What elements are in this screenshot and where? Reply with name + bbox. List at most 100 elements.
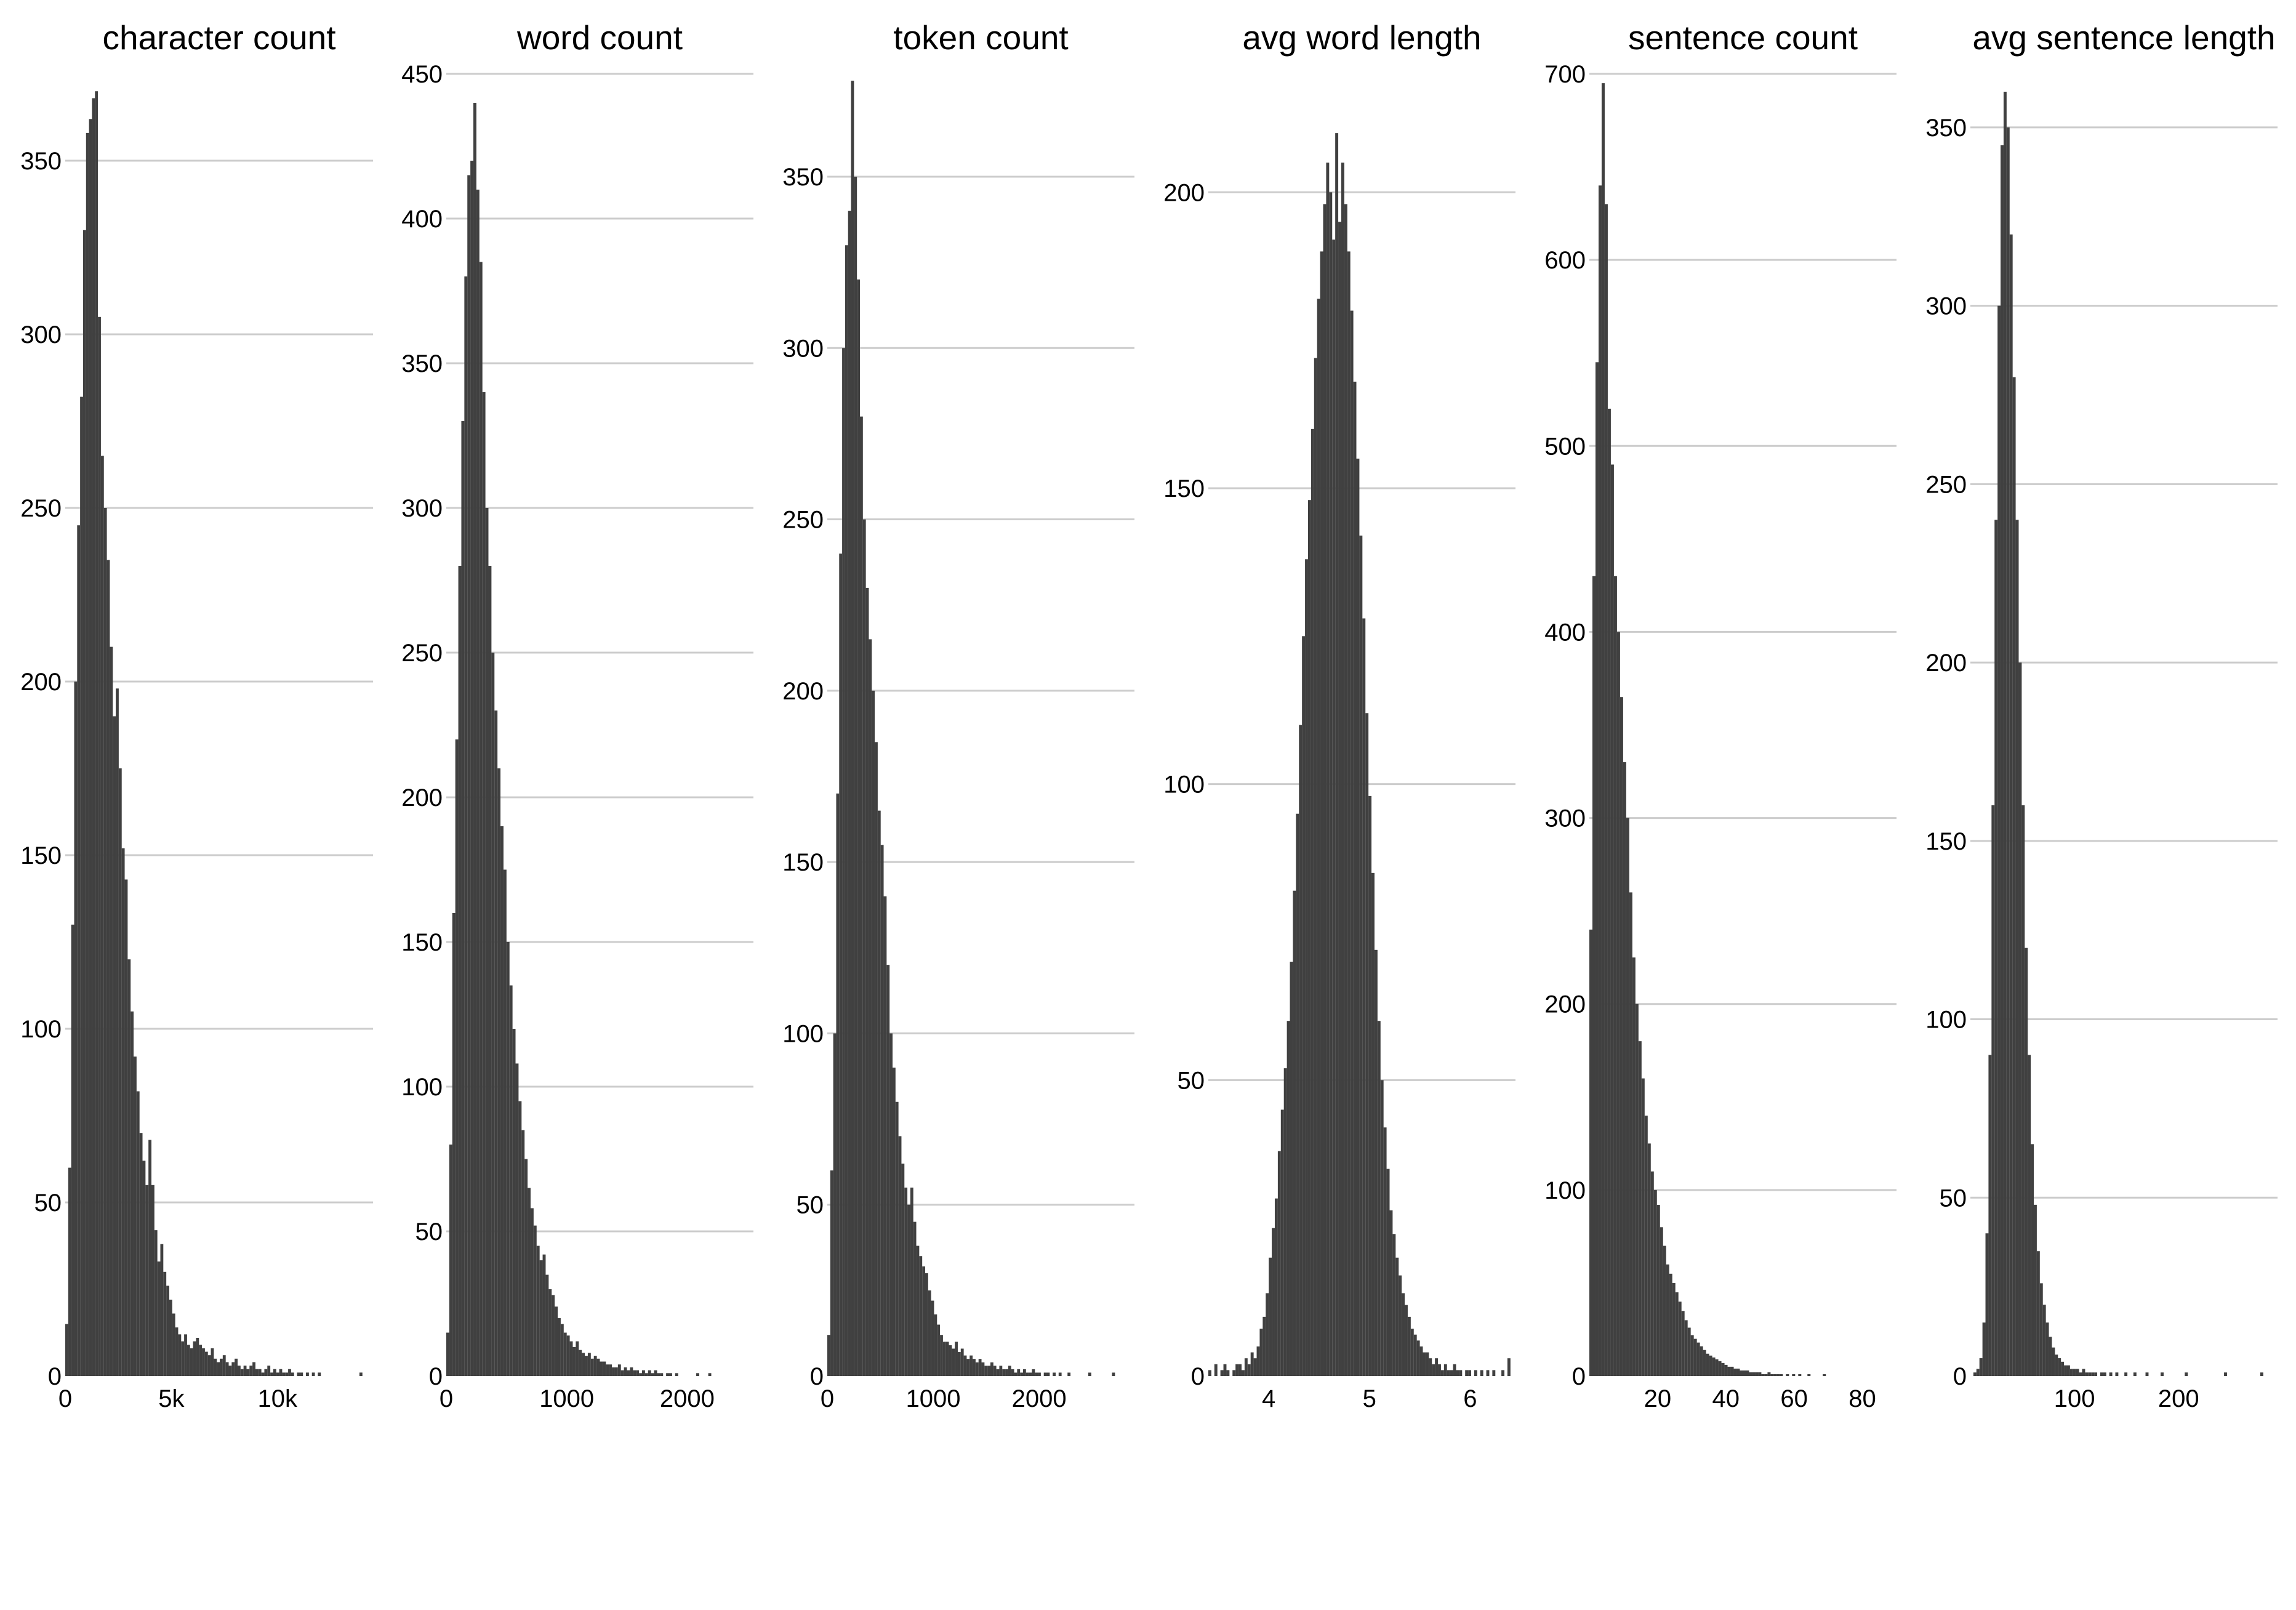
histogram-bar (160, 1244, 164, 1376)
histogram-bar (231, 1362, 235, 1376)
y-tick-label: 250 (20, 495, 62, 522)
histogram-bar (1410, 1329, 1414, 1376)
histogram-bar (1305, 559, 1308, 1377)
histogram-bar (2094, 1372, 2098, 1376)
histogram-bar (1269, 1257, 1272, 1376)
histogram-bar (2115, 1372, 2119, 1376)
histogram-bar (524, 1159, 528, 1376)
histogram-bar (1326, 163, 1330, 1376)
histogram-bar (455, 739, 459, 1376)
histogram-bar (1592, 576, 1596, 1377)
histogram-bar (1629, 892, 1632, 1376)
histogram-bar (1399, 1275, 1402, 1376)
histogram-bar (579, 1350, 582, 1376)
histogram-bar (859, 416, 863, 1377)
histogram-bar (116, 688, 119, 1376)
histogram-bar (288, 1369, 291, 1376)
histogram-bar (491, 653, 495, 1376)
histogram-bar (1293, 890, 1296, 1376)
histogram-bar (1017, 1369, 1021, 1376)
histogram-bar (282, 1372, 286, 1376)
histogram-bar (2064, 1365, 2067, 1376)
histogram-bar (1647, 1143, 1651, 1376)
histogram-bar (666, 1373, 670, 1376)
histogram-bar (1088, 1372, 1091, 1376)
histogram-bar (139, 1133, 143, 1376)
histogram-bar (1026, 1372, 1029, 1376)
histogram-bar (95, 91, 98, 1377)
histogram-bar (2031, 1144, 2034, 1376)
histogram-bar (614, 1367, 618, 1376)
x-tick-label: 5k (158, 1385, 185, 1412)
chart-panel-1: word count 0 50 100 150 200 250 300 350 400 450 0 10… (401, 18, 753, 1412)
histogram-bar (311, 1372, 315, 1376)
y-tick-label: 150 (1925, 828, 1967, 855)
histogram-bar (1283, 1068, 1287, 1376)
histogram-bar (297, 1372, 300, 1376)
histogram-bar (1383, 1127, 1387, 1376)
histogram-bar (1317, 299, 1320, 1377)
histogram-bar (1656, 1205, 1660, 1376)
histogram-bar (603, 1361, 606, 1376)
x-tick-label: 0 (440, 1385, 453, 1412)
histogram-bar (1443, 1364, 1447, 1376)
histogram-bar (2109, 1372, 2113, 1376)
histogram-bar (1405, 1305, 1408, 1376)
chart-title: token count (893, 18, 1068, 57)
x-tick-label: 10k (258, 1385, 298, 1412)
histogram-bar (587, 1353, 591, 1376)
y-tick-label: 0 (1572, 1363, 1586, 1390)
histogram-bar (166, 1286, 169, 1376)
histogram-bar (949, 1345, 952, 1376)
histogram-bar (1480, 1370, 1483, 1376)
histogram-bar (987, 1366, 990, 1376)
histogram-bar (633, 1370, 636, 1376)
y-tick-label: 400 (401, 206, 443, 233)
histogram-bar (1456, 1370, 1459, 1376)
histogram-bar (931, 1300, 934, 1376)
histogram-bar (1675, 1292, 1679, 1376)
histogram-bar (1311, 429, 1314, 1377)
histogram-bar (106, 560, 110, 1376)
histogram-bar (1380, 1080, 1384, 1376)
histogram-bar (877, 810, 881, 1376)
histogram-bar (1632, 957, 1636, 1376)
histogram-bar (1616, 632, 1620, 1376)
histogram-bar (627, 1370, 630, 1376)
histogram-bar (1709, 1355, 1712, 1376)
y-tick-label: 350 (782, 164, 824, 191)
histogram-bar (2009, 234, 2013, 1376)
histogram-bar (157, 1261, 161, 1376)
histogram-bar (488, 566, 492, 1376)
histogram-bar (1020, 1372, 1023, 1376)
histogram-bar (77, 525, 81, 1377)
y-tick-label: 150 (20, 842, 62, 869)
histogram-bar (2039, 1283, 2043, 1376)
histogram-bar (644, 1373, 648, 1376)
histogram-bar (261, 1372, 265, 1376)
histogram-bar (708, 1373, 712, 1376)
histogram-bar (1259, 1329, 1263, 1376)
histogram-bar (2161, 1372, 2164, 1376)
histogram-bar (857, 279, 860, 1376)
histogram-bar (1672, 1282, 1676, 1376)
histogram-bar (110, 646, 113, 1376)
histogram-bar (555, 1306, 558, 1376)
histogram-bar (898, 1136, 902, 1376)
histogram-bar (240, 1369, 244, 1376)
histogram-bar (1286, 1021, 1290, 1376)
y-tick-label: 300 (401, 495, 443, 522)
histogram-bar (1335, 133, 1339, 1377)
histogram-bar (196, 1337, 199, 1376)
histogram-bar (458, 566, 462, 1376)
histogram-bar (1626, 818, 1629, 1376)
histogram-bar (118, 768, 122, 1376)
histogram-bar (300, 1372, 303, 1376)
histogram-bar (2042, 1305, 2046, 1376)
histogram-bar (957, 1352, 961, 1376)
chart-title: character count (102, 18, 335, 57)
histogram-bar (255, 1369, 259, 1376)
histogram-bar (154, 1230, 158, 1376)
histogram-bar (2015, 520, 2019, 1376)
chart-title: avg word length (1242, 18, 1481, 57)
